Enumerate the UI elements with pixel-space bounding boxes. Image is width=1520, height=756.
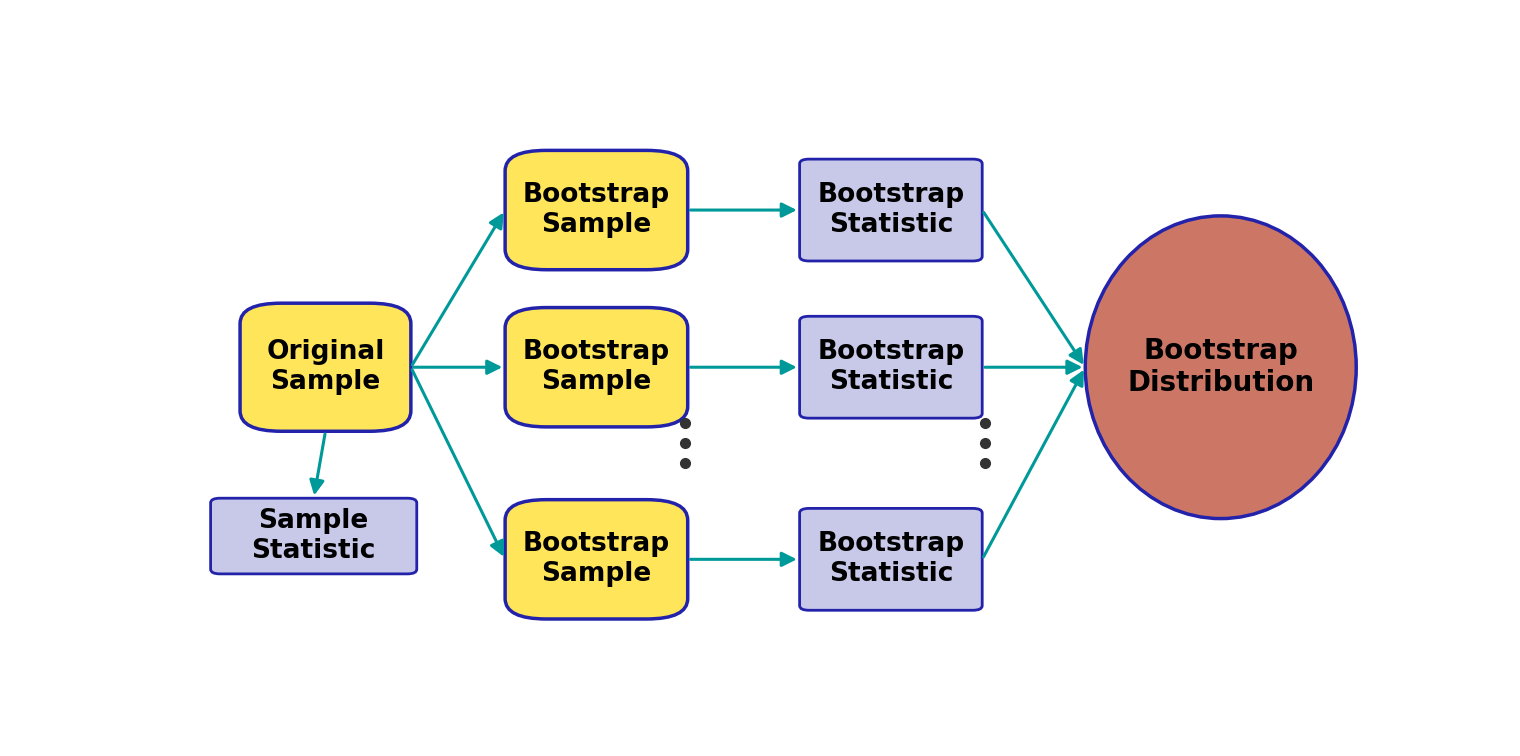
FancyBboxPatch shape	[211, 498, 416, 574]
FancyBboxPatch shape	[505, 500, 687, 619]
Text: Bootstrap
Sample: Bootstrap Sample	[523, 182, 670, 238]
FancyBboxPatch shape	[505, 308, 687, 427]
FancyBboxPatch shape	[800, 159, 982, 261]
FancyBboxPatch shape	[800, 316, 982, 418]
Text: Sample
Statistic: Sample Statistic	[251, 508, 375, 564]
Text: Bootstrap
Distribution: Bootstrap Distribution	[1128, 337, 1315, 398]
FancyBboxPatch shape	[800, 508, 982, 610]
Text: Bootstrap
Statistic: Bootstrap Statistic	[818, 182, 965, 238]
FancyBboxPatch shape	[240, 303, 410, 431]
Text: Bootstrap
Sample: Bootstrap Sample	[523, 339, 670, 395]
Text: Bootstrap
Statistic: Bootstrap Statistic	[818, 339, 965, 395]
Ellipse shape	[1085, 216, 1356, 519]
Text: Original
Sample: Original Sample	[266, 339, 385, 395]
FancyBboxPatch shape	[505, 150, 687, 270]
Text: Bootstrap
Statistic: Bootstrap Statistic	[818, 531, 965, 587]
Text: Bootstrap
Sample: Bootstrap Sample	[523, 531, 670, 587]
